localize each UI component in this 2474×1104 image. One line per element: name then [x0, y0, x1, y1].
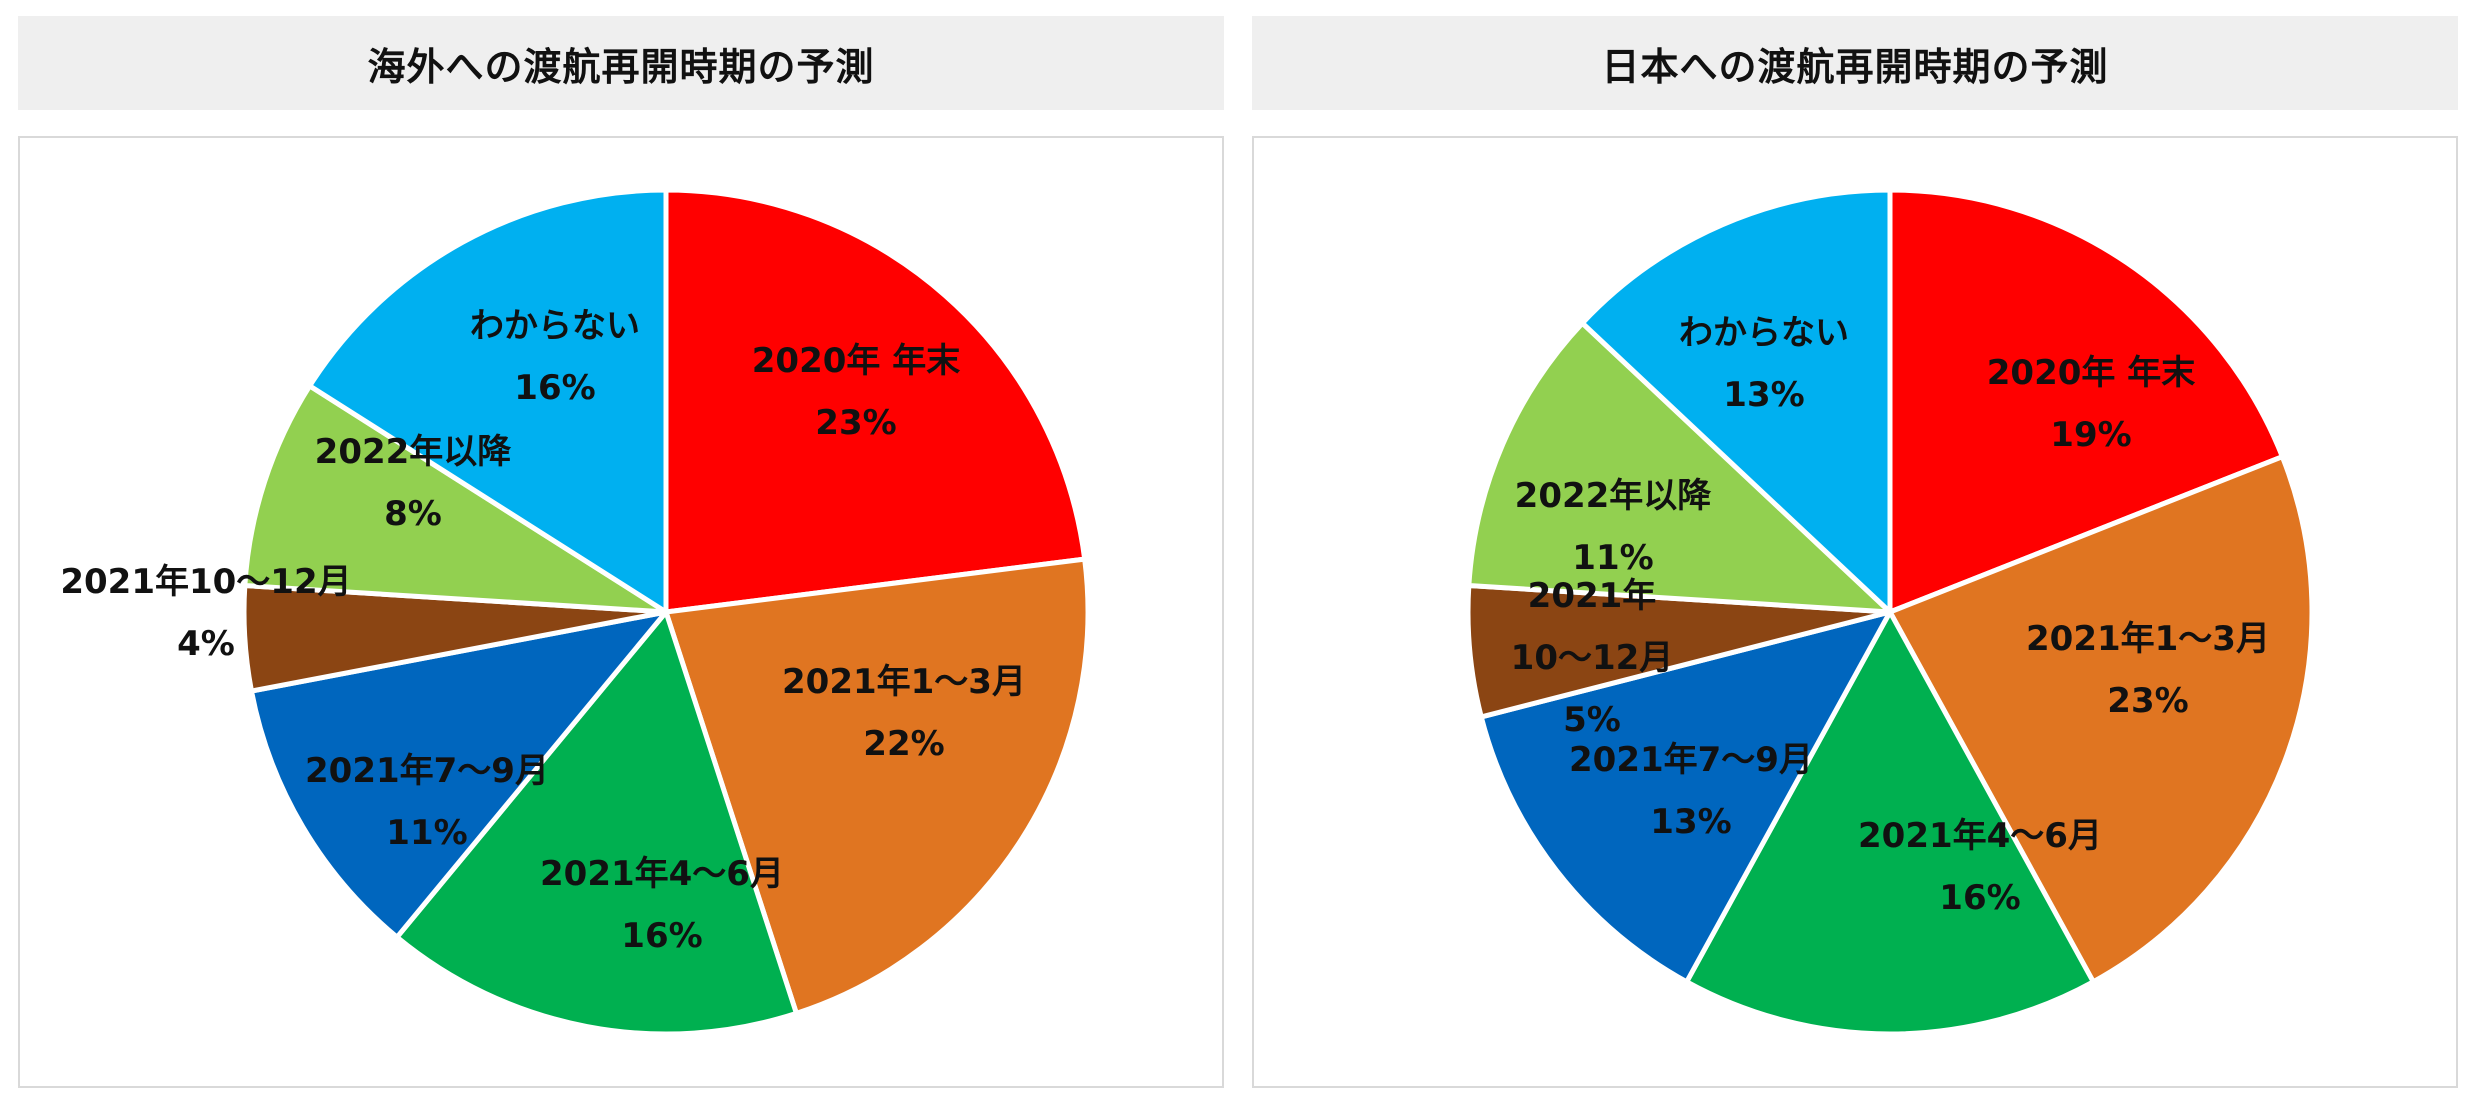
slice-value-label: 23%	[2107, 681, 2188, 721]
slice-label: 2022年以降 11%	[1515, 476, 1713, 578]
slice-label: 2020年 年末 19%	[1987, 353, 2195, 455]
pie-slice	[307, 187, 669, 615]
slice-category-label: 2021年4〜6月	[540, 854, 784, 894]
slice-value-label: 16%	[1939, 878, 2020, 918]
slice-value-label: 23%	[815, 403, 896, 443]
pie-slice	[1887, 454, 2315, 985]
pie-chart-japan: 2020年 年末 19%2021年1〜3月 23%2021年4〜6月 16%2021年…	[1465, 187, 2315, 1037]
pie-slice	[1478, 609, 1893, 985]
chart-frame: 2020年 年末 23% 2021年1〜3月 22% 2021年4〜6月 16% 2021年…	[18, 136, 1224, 1088]
slice-category-label: 2021年7〜9月	[305, 751, 549, 791]
slice-category-label: 2022年以降	[1515, 476, 1713, 516]
slice-category-label: 2021年7〜9月	[1569, 740, 1813, 780]
slice-value-label: 8%	[384, 494, 442, 534]
slice-value-label: 16%	[514, 368, 595, 408]
slice-value-label: 22%	[863, 724, 944, 764]
slice-label: 2021年1〜3月 22%	[782, 662, 1026, 764]
pie-chart-overseas: 2020年 年末 23%2021年1〜3月 22%2021年4〜6月 16%2021年…	[60, 187, 1091, 1037]
slice-label: わからない 13%	[1679, 313, 1849, 415]
pie-slice	[1466, 320, 1893, 615]
slice-label: 2021年10〜12月 4%	[60, 562, 351, 664]
pie-slice	[242, 383, 669, 615]
slice-category-label: 2021年10〜12月	[60, 562, 351, 602]
pie-slice	[248, 609, 669, 940]
pie-slice	[1684, 609, 2096, 1037]
pie-slices	[1465, 187, 2315, 1037]
slice-value-label: 5%	[1563, 700, 1621, 740]
chart-panel-overseas: 海外への渡航再開時期の予測 2020年 年末 23% 2021年1〜3月 22% 202…	[18, 0, 1224, 1104]
pie-slice	[1579, 187, 1893, 615]
slice-value-label: 16%	[621, 916, 702, 956]
slice-category-label: 2022年以降	[315, 432, 513, 472]
slice-category-label: 2021年4〜6月	[1858, 816, 2102, 856]
pie-slice	[663, 556, 1091, 1016]
pie-labels: 2020年 年末 23%2021年1〜3月 22%2021年4〜6月 16%2021年…	[60, 306, 1026, 956]
slice-category-label: 2021年	[1528, 576, 1657, 616]
slice-label: 2021年7〜9月 13%	[1569, 740, 1813, 842]
slice-category-label: 2021年1〜3月	[2026, 619, 2270, 659]
slice-value-label: 13%	[1650, 802, 1731, 842]
slice-label: 2021年4〜6月 16%	[1858, 816, 2102, 918]
slice-value-label: 13%	[1723, 375, 1804, 415]
slice-label: 2020年 年末 23%	[752, 341, 960, 443]
slice-label: 2021年7〜9月 11%	[305, 751, 549, 853]
chart-panel-japan: 日本への渡航再開時期の予測 2020年 年末 19% 2021年1〜3月 23% 202…	[1252, 0, 2458, 1104]
pie-slice	[394, 609, 799, 1037]
slice-category-label: わからない	[470, 306, 640, 346]
slice-value-label: 11%	[1572, 538, 1653, 578]
slice-label: わからない 16%	[470, 306, 640, 408]
slice-value-label: 4%	[177, 624, 235, 664]
slice-label: 2021年4〜6月 16%	[540, 854, 784, 956]
pie-slice	[1887, 187, 2285, 615]
slice-value-label: 19%	[2050, 415, 2131, 455]
panel-header: 海外への渡航再開時期の予測	[18, 16, 1224, 110]
pie-slice	[663, 187, 1088, 615]
pie-labels: 2020年 年末 19%2021年1〜3月 23%2021年4〜6月 16%2021年…	[1511, 313, 2270, 918]
slice-value-label: 11%	[386, 813, 467, 853]
chart-frame: 2020年 年末 19% 2021年1〜3月 23% 2021年4〜6月 16% 2021年…	[1252, 136, 2458, 1088]
slice-label: 2022年以降 8%	[315, 432, 513, 534]
chart-title: 海外への渡航再開時期の予測	[367, 44, 875, 89]
pie-slices	[241, 187, 1091, 1037]
slice-label: 2021年 10〜12月 5%	[1511, 576, 1674, 740]
slice-category-label: 2020年 年末	[752, 341, 960, 381]
slice-label: 2021年1〜3月 23%	[2026, 619, 2270, 721]
chart-title: 日本への渡航再開時期の予測	[1601, 44, 2109, 89]
slice-category-label: 2021年1〜3月	[782, 662, 1026, 702]
slice-category-label: 2020年 年末	[1987, 353, 2195, 393]
panel-header: 日本への渡航再開時期の予測	[1252, 16, 2458, 110]
slice-category-label: 10〜12月	[1511, 638, 1674, 678]
slice-category-label: わからない	[1679, 313, 1849, 353]
